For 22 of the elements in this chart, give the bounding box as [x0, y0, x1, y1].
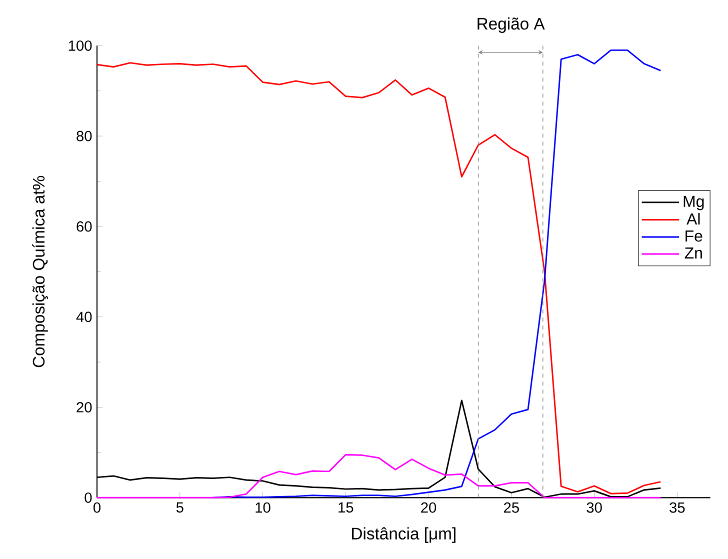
legend-label: Zn — [684, 248, 702, 259]
y-tick-label: 0 — [84, 492, 92, 504]
x-tick-label: 15 — [338, 502, 354, 513]
legend-label: Mg — [684, 196, 704, 210]
x-tick-label: 0 — [93, 502, 100, 513]
y-tick-label: 40 — [76, 312, 92, 322]
x-tick-label: 30 — [586, 502, 602, 513]
legend-label: Al — [686, 213, 700, 225]
line-series — [96, 62, 662, 494]
x-tick-label: 5 — [176, 502, 184, 513]
x-tick-label: 35 — [670, 502, 685, 513]
x-tick-label: 20 — [421, 502, 436, 513]
x-tick-label: 10 — [256, 502, 270, 513]
legend-label: Fe — [686, 230, 702, 242]
text: Região A — [478, 18, 545, 34]
y-tick-label: 100 — [68, 40, 92, 52]
y-axis-title: Composição Química at% — [32, 176, 48, 368]
y-tick-label: 80 — [76, 131, 92, 142]
y-tick-label: 20 — [76, 402, 92, 413]
x-axis-title: Distância [μm] — [352, 527, 456, 543]
x-tick-label: 25 — [504, 502, 519, 513]
y-tick-label: 60 — [76, 221, 92, 232]
